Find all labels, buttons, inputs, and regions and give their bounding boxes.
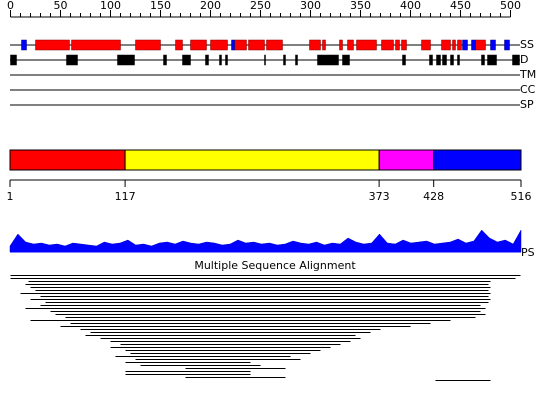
disorder-region <box>163 54 167 66</box>
strand <box>490 39 496 51</box>
domain-label: 1 <box>7 190 14 203</box>
disorder-region <box>402 54 406 66</box>
helix <box>234 39 247 51</box>
track-label: CC <box>520 83 536 96</box>
track-label: SP <box>520 98 534 111</box>
ruler-label: 250 <box>250 0 271 12</box>
disorder-region <box>205 54 209 66</box>
disorder-region <box>317 54 339 66</box>
helix <box>190 39 207 51</box>
ruler-label: 200 <box>200 0 221 12</box>
ps-profile <box>9 229 522 253</box>
domain-label: 373 <box>369 190 390 203</box>
helix <box>475 39 486 51</box>
track-label: SS <box>520 38 534 51</box>
helix <box>322 39 326 51</box>
msa-title: Multiple Sequence Alignment <box>194 259 356 272</box>
helix <box>401 39 407 51</box>
ruler-label: 50 <box>54 0 68 12</box>
helix <box>421 39 431 51</box>
ruler-label: 0 <box>7 0 14 12</box>
strand <box>21 39 27 51</box>
strand <box>504 39 510 51</box>
track-label: TM <box>519 68 536 81</box>
ruler-label: 400 <box>400 0 421 12</box>
domain <box>433 149 522 171</box>
disorder-region <box>457 54 460 66</box>
helix <box>339 39 343 51</box>
disorder-region <box>295 54 298 66</box>
domain-label: 516 <box>511 190 532 203</box>
disorder-region <box>450 54 454 66</box>
domain <box>124 149 380 171</box>
strand <box>462 39 468 51</box>
domain-label: 117 <box>115 190 136 203</box>
ruler-label: 450 <box>450 0 471 12</box>
helix <box>175 39 183 51</box>
disorder-region <box>429 54 433 66</box>
disorder-region <box>283 54 286 66</box>
helix <box>309 39 321 51</box>
domain-label: 428 <box>423 190 444 203</box>
helix <box>266 39 283 51</box>
disorder-region <box>342 54 350 66</box>
helix <box>441 39 451 51</box>
helix <box>395 39 400 51</box>
disorder-region <box>225 54 228 66</box>
helix <box>381 39 394 51</box>
disorder-region <box>436 54 441 66</box>
ruler-label: 300 <box>300 0 321 12</box>
track-label: D <box>520 53 528 66</box>
disorder-region <box>66 54 78 66</box>
disorder-region <box>481 54 485 66</box>
domain <box>9 149 126 171</box>
domain <box>378 149 435 171</box>
helix <box>35 39 70 51</box>
ruler-label: 150 <box>150 0 171 12</box>
disorder-region <box>182 54 191 66</box>
helix <box>452 39 456 51</box>
strand <box>471 39 476 51</box>
helix <box>457 39 462 51</box>
disorder-region <box>512 54 520 66</box>
disorder-region <box>219 54 222 66</box>
helix <box>210 39 228 51</box>
disorder-region <box>264 54 266 66</box>
ruler-label: 350 <box>350 0 371 12</box>
ruler-label: 500 <box>500 0 521 12</box>
helix <box>356 39 377 51</box>
helix <box>71 39 121 51</box>
disorder-region <box>487 54 497 66</box>
helix <box>347 39 354 51</box>
helix <box>135 39 161 51</box>
disorder-region <box>442 54 447 66</box>
ruler-label: 100 <box>100 0 121 12</box>
strand <box>231 39 235 51</box>
disorder-region <box>10 54 17 66</box>
helix <box>248 39 265 51</box>
ps-label: PS <box>521 246 535 259</box>
disorder-region <box>117 54 135 66</box>
